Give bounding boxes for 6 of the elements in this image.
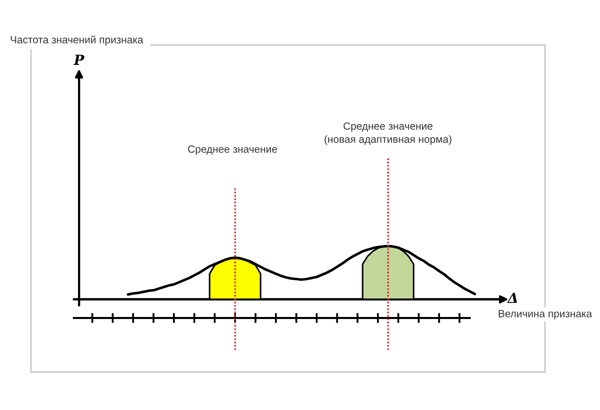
text: P	[73, 54, 84, 65]
chart-title: Частота значений признака	[10, 36, 144, 46]
x-axis-title: Величина признака	[498, 310, 592, 320]
text: Среднее значение (новая адаптивная норма)	[324, 122, 452, 145]
text: Δ	[507, 292, 517, 303]
text: Среднее значение	[188, 145, 277, 155]
